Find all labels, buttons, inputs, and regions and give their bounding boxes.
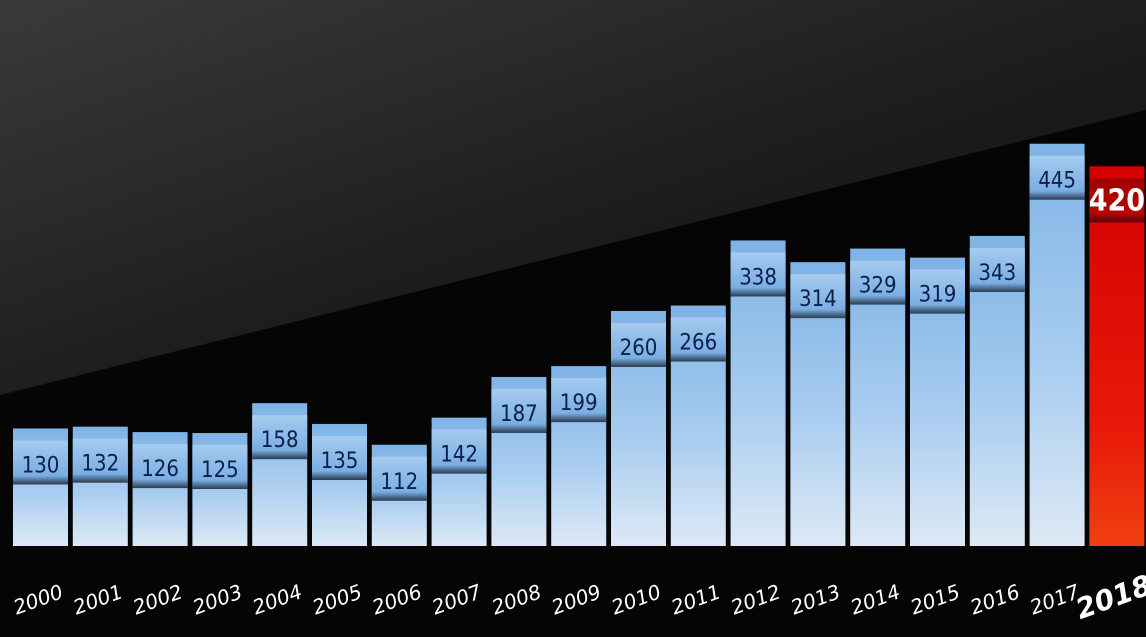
bar-label-band-2009 xyxy=(551,378,607,423)
background-shade xyxy=(0,0,1146,395)
value-label-2004: 158 xyxy=(261,428,299,453)
bar-label-band-2010 xyxy=(611,322,666,367)
value-label-2015: 319 xyxy=(919,283,957,308)
bar-2017 xyxy=(1029,143,1085,546)
bar-label-band-2005 xyxy=(312,435,367,480)
value-label-2009: 199 xyxy=(560,391,598,416)
bar-label-band-2011 xyxy=(670,317,726,362)
bar-label-band-2004 xyxy=(252,415,308,460)
bar-2018 xyxy=(1089,166,1145,546)
value-label-2018: 420 xyxy=(1089,183,1145,218)
value-label-2001: 132 xyxy=(81,452,119,477)
bar-label-band-2016 xyxy=(969,247,1025,292)
bar-label-band-2013 xyxy=(790,274,846,319)
bar-label-band-2006 xyxy=(371,456,427,501)
value-label-2006: 112 xyxy=(380,470,418,495)
value-label-2007: 142 xyxy=(440,443,478,468)
bar-label-band-2018 xyxy=(1089,178,1145,223)
bar-label-band-2012 xyxy=(730,252,786,297)
value-label-2016: 343 xyxy=(978,261,1016,286)
value-label-2014: 329 xyxy=(859,274,897,299)
bar-label-band-2014 xyxy=(850,260,906,305)
bar-label-band-2015 xyxy=(910,269,965,314)
value-label-2013: 314 xyxy=(799,287,837,312)
value-label-2000: 130 xyxy=(22,453,60,478)
bar-label-band-2000 xyxy=(13,440,68,485)
bars-layer: 130 132 126 125 158 135 112 142 187 199 260 266 338 3… xyxy=(13,143,1145,547)
value-label-2002: 126 xyxy=(141,457,179,482)
value-label-2005: 135 xyxy=(321,449,359,474)
value-label-2003: 125 xyxy=(201,458,239,483)
value-label-2011: 266 xyxy=(679,331,717,356)
bar-label-band-2007 xyxy=(431,429,487,474)
bar-label-band-2002 xyxy=(132,444,188,489)
value-label-2010: 260 xyxy=(620,336,658,361)
bar-label-band-2001 xyxy=(72,438,128,483)
bar-label-band-2003 xyxy=(192,445,248,489)
value-label-2017: 445 xyxy=(1038,169,1076,194)
value-label-2012: 338 xyxy=(739,265,777,290)
bar-label-band-2008 xyxy=(491,388,547,433)
value-label-2008: 187 xyxy=(500,402,538,427)
bar-label-band-2017 xyxy=(1029,155,1085,200)
